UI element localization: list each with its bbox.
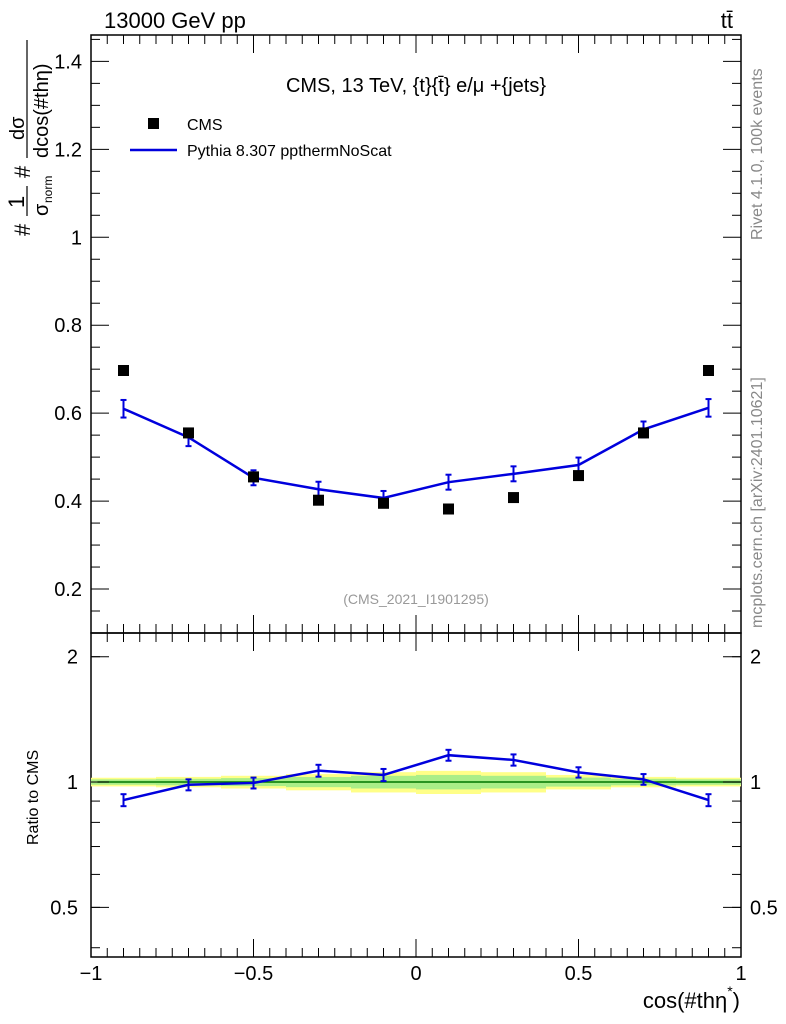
x-tick-label: −0.5 — [234, 963, 273, 985]
y-label-norm: norm — [41, 176, 55, 203]
ratio-line — [123, 753, 709, 802]
y-tick-label-ratio-right: 0.5 — [750, 897, 778, 919]
y-label-dcos: dcos(#thη) — [31, 64, 53, 159]
cms-data-point — [118, 364, 129, 376]
chart-title: CMS, 13 TeV, {t}{t̄} e/μ +{jets} — [286, 75, 546, 97]
ratio-plot-frame — [90, 632, 742, 958]
side-text-mcplots: mcplots.cern.ch [arXiv:2401.10621] — [749, 377, 766, 628]
y-label-sigma: σ — [31, 203, 53, 216]
legend-label-cms: CMS — [187, 117, 223, 134]
header-left: 13000 GeV pp — [104, 8, 246, 33]
y-tick-label-ratio: 2 — [67, 647, 78, 669]
y-axis-label-ratio: Ratio to CMS — [25, 750, 42, 845]
legend: CMS Pythia 8.307 ppthermNoScat — [130, 117, 392, 160]
ratio-series — [120, 748, 712, 808]
side-text-rivet: Rivet 4.1.0, 100k events — [749, 68, 766, 240]
legend-label-pythia: Pythia 8.307 ppthermNoScat — [187, 143, 392, 160]
y-label-dsigma: dσ — [7, 116, 29, 140]
y-tick-label-main: 1.4 — [54, 51, 82, 73]
y-tick-label-ratio: 1 — [67, 772, 78, 794]
y-tick-label-ratio-right: 2 — [750, 647, 761, 669]
main-series — [118, 364, 714, 515]
y-tick-label-main: 0.8 — [54, 315, 82, 337]
cms-data-point — [508, 492, 519, 504]
cms-data-point — [573, 470, 584, 482]
y-tick-label-main: 1 — [71, 227, 82, 249]
y-tick-label-main: 0.4 — [54, 491, 82, 513]
y-tick-label-main: 0.2 — [54, 579, 82, 601]
header-right: tt̄ — [721, 8, 733, 33]
cms-data-point — [443, 503, 454, 515]
y-tick-label-ratio: 0.5 — [50, 897, 78, 919]
analysis-watermark: (CMS_2021_I1901295) — [343, 591, 489, 607]
cms-data-point — [378, 497, 389, 509]
y-label-hash-1: # — [10, 223, 35, 236]
pythia-line — [122, 406, 709, 500]
y-tick-label-main: 1.2 — [54, 139, 82, 161]
x-tick-label: 1 — [735, 963, 746, 985]
axis-ticks: −1 −0.5 0 0.5 1 0.2 0.4 0.6 0.8 1 1.2 1.4 0.5 0.5 1 1 2 2 — [50, 35, 778, 985]
cms-data-point — [183, 427, 194, 439]
x-tick-label: −1 — [80, 963, 103, 985]
x-axis-label: cos(#thη*) — [643, 983, 740, 1013]
y-label-hash-2: # — [10, 165, 35, 178]
y-label-one: 1 — [4, 196, 29, 208]
cms-data-point — [703, 364, 714, 376]
x-tick-label: 0.5 — [565, 963, 593, 985]
y-tick-label-main: 0.6 — [54, 403, 82, 425]
y-axis-label-main: # 1 σ norm # dσ dcos(#thη) — [4, 40, 55, 236]
legend-marker-cms — [148, 118, 159, 129]
cms-data-point — [638, 427, 649, 439]
x-tick-label: 0 — [410, 963, 421, 985]
y-tick-label-ratio-right: 1 — [750, 772, 761, 794]
cms-data-point — [313, 494, 324, 506]
cms-data-point — [248, 471, 259, 483]
